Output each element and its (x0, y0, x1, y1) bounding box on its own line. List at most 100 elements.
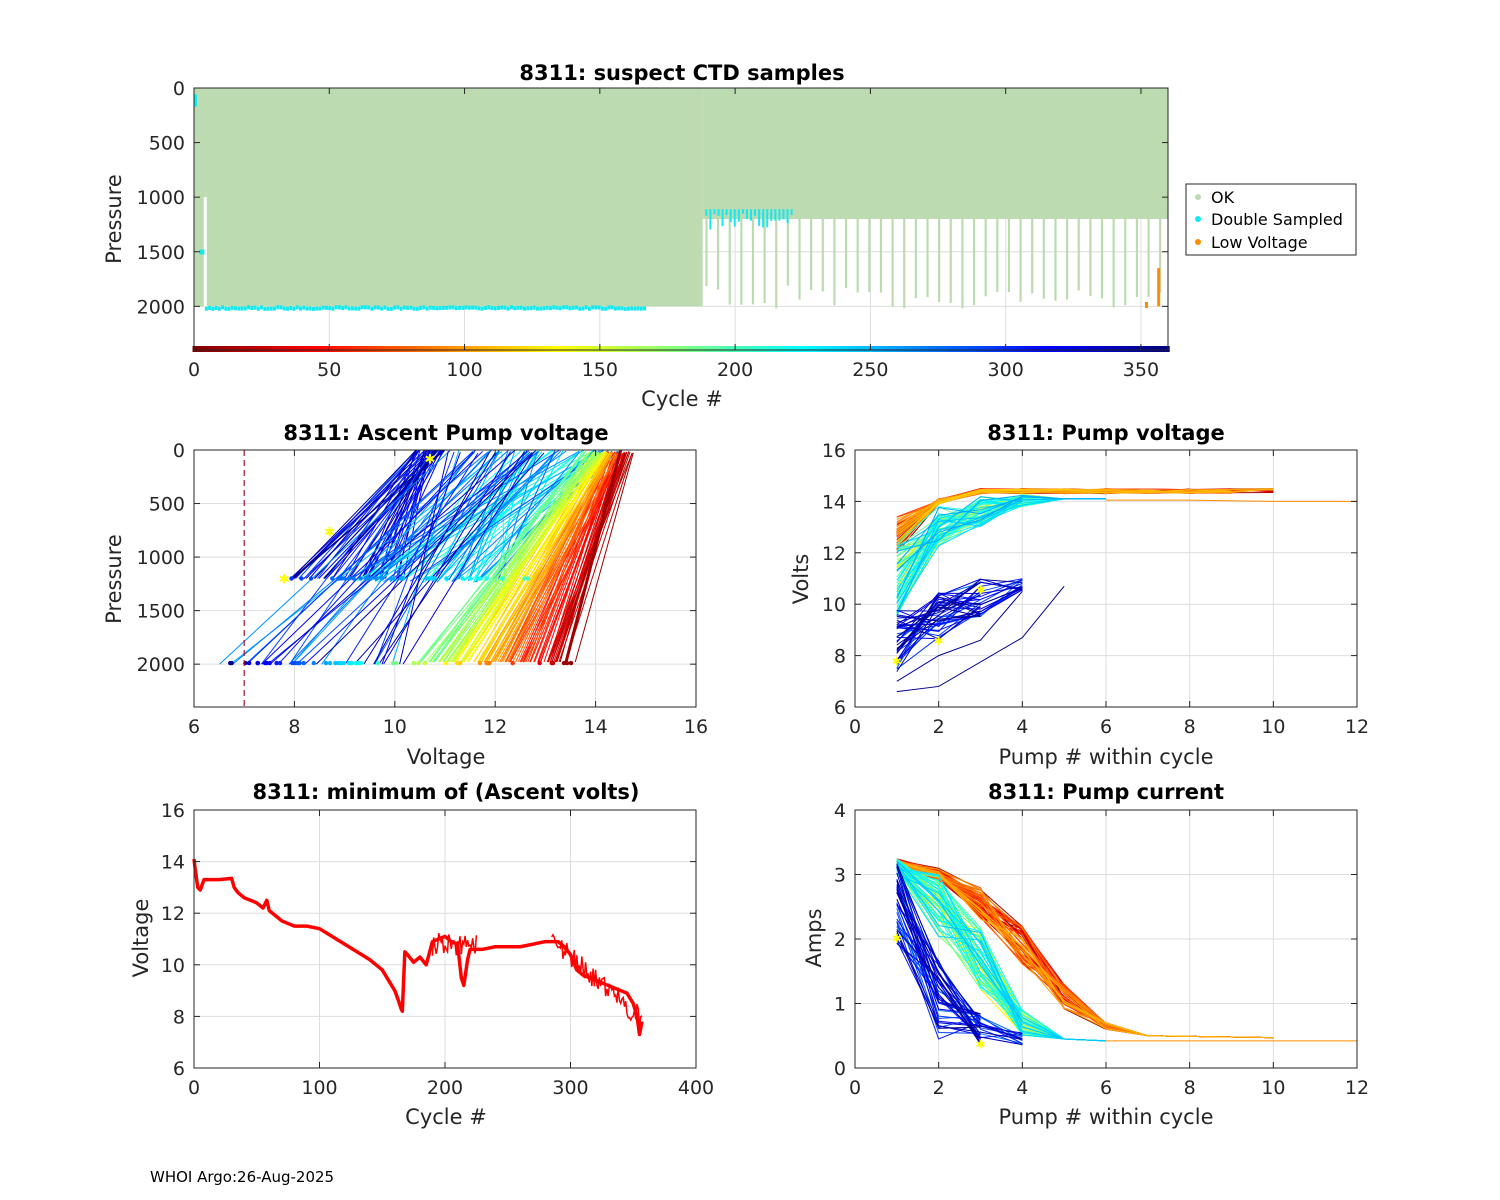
cycle-color-marker (741, 346, 745, 352)
cycle-color-marker (1047, 346, 1051, 352)
ok-deep-profile (810, 213, 813, 291)
cycle-color-marker (709, 346, 713, 352)
cycle-color-marker (793, 346, 797, 352)
cycle-color-marker (801, 346, 805, 352)
cycle-color-marker (755, 346, 759, 352)
double-sampled-point (519, 305, 523, 310)
tick-label-x: 10 (383, 716, 407, 738)
sample-dot (550, 660, 556, 666)
cycle-color-marker (254, 346, 258, 352)
double-sampled-point (535, 306, 539, 311)
double-sampled-point (630, 306, 634, 311)
star-marker: ✱ (324, 525, 335, 540)
cycle-color-marker (877, 346, 881, 352)
tick-label-y: 12 (161, 903, 185, 925)
pump-voltage-line (896, 578, 1023, 626)
cycle-color-marker (1001, 346, 1005, 352)
cycle-color-marker (622, 346, 626, 352)
double-sampled-point (770, 209, 773, 221)
cycle-color-marker (481, 346, 486, 352)
ascent-profile-line (501, 451, 505, 581)
cycle-color-marker (441, 346, 445, 352)
cycle-color-marker (338, 346, 342, 352)
cycle-color-marker (684, 346, 689, 352)
cycle-color-marker (422, 346, 426, 352)
cycle-color-marker (555, 346, 559, 352)
double-sampled-point (542, 306, 546, 311)
cycle-color-marker (1055, 346, 1059, 352)
double-sampled-point (594, 305, 598, 310)
double-sampled-point (762, 209, 765, 228)
cycle-color-marker (849, 346, 854, 352)
cycle-color-marker (682, 346, 686, 352)
ascent-profile-line (291, 449, 417, 579)
cycle-color-marker (833, 346, 837, 352)
cycle-color-marker (844, 346, 848, 352)
double-sampled-point (587, 306, 591, 311)
ascent-profile-line (378, 449, 416, 579)
sample-dot (416, 660, 421, 666)
star-marker: ✱ (975, 1037, 985, 1051)
double-sampled-point (758, 209, 761, 226)
cycle-color-marker (373, 346, 377, 352)
ascent-profile-line (461, 453, 597, 663)
cycle-color-marker (1085, 346, 1089, 352)
cycle-color-marker (579, 346, 583, 352)
cycle-color-marker (963, 346, 967, 352)
cycle-color-marker (1066, 346, 1070, 352)
sample-dot (379, 576, 385, 581)
cycle-color-marker (503, 346, 507, 352)
double-sampled-point (318, 306, 322, 311)
cycle-color-marker (270, 346, 275, 352)
pump-current-line (896, 867, 1023, 1040)
ok-deep-profile (821, 213, 824, 292)
legend-box (1185, 183, 1357, 256)
cycle-color-marker (676, 346, 680, 352)
double-sampled-point (717, 209, 720, 216)
sample-dot (477, 660, 483, 666)
cycle-color-marker (495, 346, 499, 352)
cycle-color-marker (993, 346, 997, 352)
double-sampled-point (227, 306, 231, 311)
sample-dot (477, 576, 482, 581)
ascent-profile-line (373, 451, 499, 580)
cycle-color-marker (1117, 346, 1121, 352)
tick-label-y: 14 (822, 491, 846, 513)
tick-label-y: 500 (149, 133, 185, 155)
tick-label-x: 100 (446, 359, 482, 381)
cycle-color-marker (262, 346, 267, 352)
y-axis-label-pump-current: Amps (802, 908, 826, 967)
cycle-color-marker (533, 346, 537, 352)
ok-deep-profile (879, 213, 883, 293)
cycle-color-marker (617, 346, 621, 352)
tick-label-y: 500 (149, 494, 185, 516)
cycle-color-marker (560, 346, 564, 352)
cycle-color-marker (739, 346, 743, 352)
cycle-color-marker (525, 346, 529, 352)
cycle-color-marker (473, 346, 478, 352)
tick-label-x: 8 (288, 716, 300, 738)
cycle-color-marker (1142, 346, 1146, 352)
cycle-color-marker (398, 346, 402, 352)
tick-label-x: 2 (933, 716, 945, 738)
ok-deep-profile (786, 213, 789, 286)
cycle-color-marker (831, 346, 835, 352)
tick-label-y: 6 (173, 1058, 185, 1080)
double-sampled-point (204, 306, 208, 311)
double-sampled-point (529, 306, 533, 311)
cycle-color-marker (260, 346, 264, 352)
pump-voltage-lines (896, 488, 1357, 693)
tick-label-x: 50 (317, 359, 341, 381)
tick-label-y: 16 (822, 440, 846, 462)
pump-voltage-line (1106, 499, 1357, 502)
double-sampled-point (620, 306, 624, 311)
tick-label-y: 14 (161, 852, 185, 874)
ascent-profile-line (504, 451, 621, 663)
cycle-color-marker (1036, 346, 1040, 352)
double-sampled-point (448, 305, 452, 310)
double-sampled-point (432, 305, 436, 310)
sample-dot (388, 576, 393, 581)
ok-deep-profile (751, 213, 755, 305)
cycle-color-marker (346, 346, 350, 352)
cycle-color-marker (860, 346, 864, 352)
